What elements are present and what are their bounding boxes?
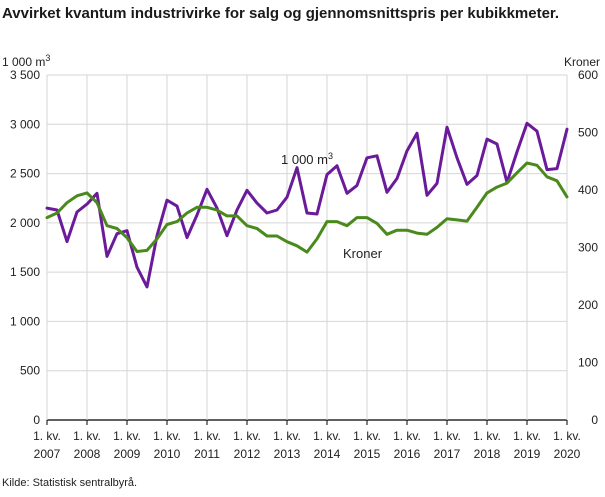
right-tick-label: 500 (578, 126, 598, 140)
x-tick-label-year: 2010 (154, 447, 181, 461)
x-tick-label-quarter: 1. kv. (553, 429, 581, 443)
x-tick-label-quarter: 1. kv. (353, 429, 381, 443)
x-tick-label-quarter: 1. kv. (193, 429, 221, 443)
x-tick-label-year: 2016 (394, 447, 421, 461)
x-tick-label-year: 2007 (34, 447, 61, 461)
x-tick-label-quarter: 1. kv. (473, 429, 501, 443)
right-tick-label: 300 (578, 241, 598, 255)
x-tick-label-year: 2020 (554, 447, 581, 461)
right-tick-label: 0 (591, 413, 598, 427)
right-tick-label: 600 (578, 68, 598, 82)
x-tick-label-quarter: 1. kv. (273, 429, 301, 443)
left-tick-label: 0 (33, 413, 40, 427)
left-tick-label: 2 000 (10, 216, 40, 230)
source-note: Kilde: Statistisk sentralbyrå. (2, 477, 137, 489)
series-line-price (45, 161, 569, 254)
right-axis-unit: Kroner (564, 55, 600, 69)
x-tick-label-quarter: 1. kv. (73, 429, 101, 443)
x-axis-ticks: 1. kv. 2007 1. kv. 2008 1. kv. 2009 1. kv. 2010… (33, 429, 581, 461)
x-tick-label-year: 2015 (354, 447, 381, 461)
left-tick-label: 2 500 (10, 167, 40, 181)
x-tick-label-year: 2011 (194, 447, 220, 461)
x-tick-label-year: 2008 (74, 447, 101, 461)
series-lines (45, 121, 569, 289)
x-tick-label-year: 2012 (234, 447, 261, 461)
x-tick-label-quarter: 1. kv. (513, 429, 541, 443)
x-tick-label-year: 2013 (274, 447, 301, 461)
left-tick-label: 1 000 (10, 314, 40, 328)
left-tick-label: 500 (20, 364, 40, 378)
right-tick-label: 100 (578, 356, 598, 370)
right-tick-label: 200 (578, 298, 598, 312)
x-tick-label-quarter: 1. kv. (433, 429, 461, 443)
x-tick-label-quarter: 1. kv. (113, 429, 141, 443)
series-label-price: Kroner (343, 246, 383, 261)
left-tick-label: 1 500 (10, 265, 40, 279)
gridlines (46, 74, 568, 425)
x-tick-label-quarter: 1. kv. (33, 429, 61, 443)
left-axis-ticks: 0 500 1 000 1 500 2 000 2 500 3 000 3 500 (10, 68, 40, 427)
right-axis-ticks: 0 100 200 300 400 500 600 (578, 68, 598, 427)
x-tick-label-quarter: 1. kv. (313, 429, 341, 443)
left-tick-label: 3 000 (10, 117, 40, 131)
series-line-volume (45, 121, 569, 289)
chart-title: Avvirket kvantum industrivirke for salg … (2, 5, 559, 22)
left-axis-unit: 1 000 m3 (2, 53, 50, 69)
left-tick-label: 3 500 (10, 68, 40, 82)
right-tick-label: 400 (578, 183, 598, 197)
x-tick-label-quarter: 1. kv. (233, 429, 261, 443)
x-tick-label-quarter: 1. kv. (393, 429, 421, 443)
x-tick-label-year: 2017 (434, 447, 461, 461)
x-tick-label-year: 2019 (514, 447, 541, 461)
x-tick-label-year: 2018 (474, 447, 501, 461)
x-tick-label-year: 2014 (314, 447, 341, 461)
x-tick-label-quarter: 1. kv. (153, 429, 181, 443)
series-label-volume: 1 000 m3 (281, 151, 333, 167)
x-tick-label-year: 2009 (114, 447, 141, 461)
